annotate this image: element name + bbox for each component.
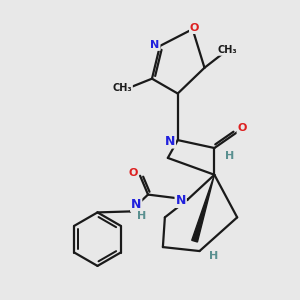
Text: N: N	[150, 40, 160, 50]
Text: O: O	[128, 168, 138, 178]
Text: CH₃: CH₃	[218, 45, 237, 55]
Text: O: O	[190, 23, 199, 33]
Polygon shape	[192, 175, 214, 242]
Text: N: N	[131, 198, 141, 211]
Text: H: H	[209, 251, 218, 261]
Text: CH₃: CH₃	[112, 82, 132, 93]
Text: O: O	[238, 123, 247, 133]
Text: N: N	[165, 135, 175, 148]
Text: N: N	[176, 194, 186, 207]
Text: H: H	[137, 212, 147, 221]
Text: H: H	[225, 151, 234, 161]
